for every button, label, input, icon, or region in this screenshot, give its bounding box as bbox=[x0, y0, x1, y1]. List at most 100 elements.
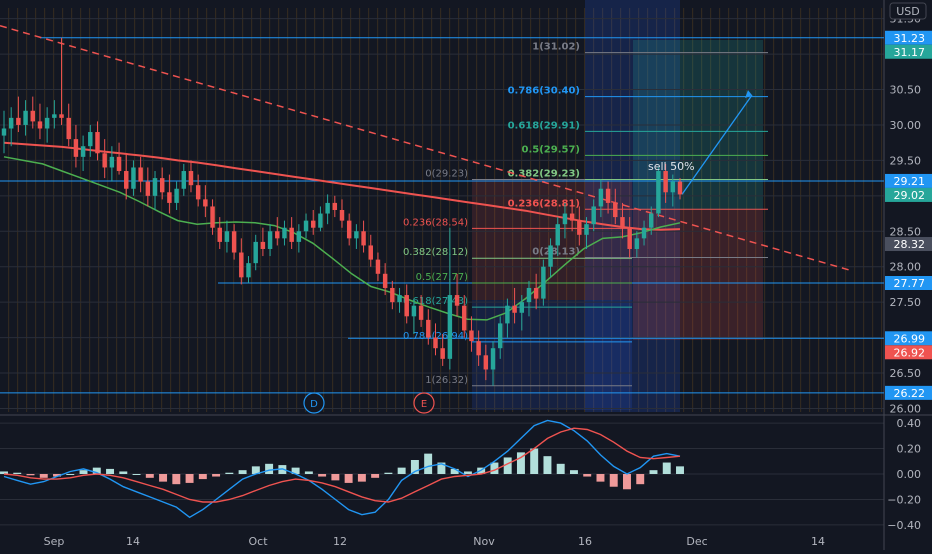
annotations: sell 50% D E bbox=[303, 160, 695, 414]
candle-body bbox=[541, 266, 546, 299]
time-tick-label: 16 bbox=[578, 535, 592, 548]
candle-body bbox=[296, 231, 302, 242]
price-tick-label: 28.50 bbox=[890, 225, 922, 238]
fib-left-label: 0.236(28.54) bbox=[403, 217, 468, 228]
candle-body bbox=[548, 245, 553, 267]
price-tag: 29.02 bbox=[885, 187, 932, 202]
candle-body bbox=[109, 156, 115, 168]
signal-line bbox=[3, 427, 681, 503]
price-tag: 26.99 bbox=[885, 331, 932, 346]
candle-body bbox=[512, 305, 517, 313]
session-stripe bbox=[647, 8, 649, 412]
session-stripe bbox=[575, 8, 577, 412]
candle-body bbox=[246, 263, 251, 278]
candle-body bbox=[210, 206, 215, 228]
session-stripe bbox=[71, 8, 73, 412]
price-tag: 27.77 bbox=[885, 276, 932, 291]
pattern-marker: D bbox=[303, 392, 325, 414]
candle-body bbox=[526, 287, 532, 303]
candle-body bbox=[30, 110, 35, 122]
macd-histogram-bar bbox=[13, 472, 22, 474]
candle-body bbox=[483, 355, 489, 370]
macd-histogram-bar bbox=[450, 468, 459, 474]
macd-tick-label: 0.00 bbox=[897, 468, 922, 481]
sell-annotation: sell 50% bbox=[648, 160, 695, 173]
macd-histogram-bar bbox=[649, 470, 658, 474]
candle-body bbox=[66, 117, 71, 140]
session-stripe bbox=[287, 8, 289, 412]
session-stripe bbox=[665, 8, 667, 412]
slow-moving-average bbox=[3, 141, 681, 231]
price-tick-label: 26.00 bbox=[890, 402, 922, 415]
candle-body bbox=[447, 295, 453, 359]
price-tick-label: 30.50 bbox=[890, 84, 922, 97]
session-stripe bbox=[107, 8, 109, 412]
candle-body bbox=[598, 188, 604, 207]
candle-body bbox=[469, 330, 474, 342]
session-stripe bbox=[296, 8, 298, 412]
candle-body bbox=[275, 231, 280, 239]
macd-histogram-bar bbox=[53, 474, 61, 477]
candle-body bbox=[318, 213, 323, 228]
price-tag-box bbox=[885, 276, 932, 291]
currency-badge[interactable]: USD bbox=[889, 2, 927, 20]
macd-histogram-bar bbox=[543, 456, 552, 474]
candle-body bbox=[354, 231, 359, 239]
session-stripe bbox=[737, 8, 739, 412]
candle-body bbox=[16, 117, 21, 125]
candle-body bbox=[663, 171, 668, 193]
macd-histogram-bar bbox=[198, 474, 207, 480]
pattern-marker-label: D bbox=[310, 399, 318, 410]
fibonacci-levels: 0(29.23) 0.236(28.54) 0.382(28.12) 0.5(27.7… bbox=[403, 42, 768, 387]
session-stripe bbox=[377, 8, 379, 412]
candle-body bbox=[454, 295, 460, 306]
candle-body bbox=[231, 231, 237, 253]
session-stripe bbox=[449, 8, 451, 412]
fib-left-label: 0.5(27.77) bbox=[416, 272, 468, 283]
fib-left-label: 0.382(28.12) bbox=[403, 247, 468, 258]
macd-histogram-bar bbox=[569, 470, 578, 474]
time-axis: Sep 14 Oct 12 Nov 16 Dec 14 bbox=[44, 535, 825, 548]
currency-label: USD bbox=[896, 5, 920, 18]
candle-body bbox=[584, 224, 589, 235]
price-tag-box bbox=[885, 30, 932, 45]
session-stripe bbox=[188, 8, 190, 412]
candle-body bbox=[418, 305, 424, 320]
pattern-marker-circle bbox=[413, 392, 435, 414]
session-stripe bbox=[314, 8, 316, 412]
session-stripe bbox=[674, 8, 676, 412]
session-stripe bbox=[728, 8, 730, 412]
macd-histogram-bar bbox=[145, 474, 154, 478]
price-tag: 31.17 bbox=[885, 44, 932, 59]
candle-body bbox=[440, 348, 445, 359]
candle-body bbox=[267, 231, 273, 249]
session-stripe bbox=[791, 8, 793, 412]
session-stripe bbox=[620, 8, 622, 412]
session-stripe bbox=[170, 8, 172, 412]
time-tick-label: 14 bbox=[811, 535, 825, 548]
session-stripe bbox=[269, 8, 271, 412]
time-tick-label: Oct bbox=[248, 535, 268, 548]
candle-body bbox=[677, 181, 683, 195]
session-stripe bbox=[116, 8, 118, 412]
candle-body bbox=[620, 217, 625, 228]
session-stripe bbox=[881, 8, 883, 412]
session-stripe bbox=[233, 8, 235, 412]
candle-body bbox=[656, 171, 661, 214]
price-tag-label: 26.99 bbox=[894, 332, 926, 345]
pattern-marker-circle bbox=[303, 392, 325, 414]
session-stripe bbox=[764, 8, 766, 412]
session-stripe bbox=[35, 8, 37, 412]
price-tag-label: 31.17 bbox=[894, 46, 926, 59]
session-stripe bbox=[251, 8, 253, 412]
macd-histogram-bar bbox=[26, 474, 35, 476]
price-tick-label: 26.50 bbox=[890, 367, 922, 380]
session-stripe bbox=[98, 8, 100, 412]
candle-body bbox=[375, 259, 381, 274]
session-stripe bbox=[458, 8, 460, 412]
macd-histogram-bar bbox=[344, 474, 353, 483]
session-stripe bbox=[863, 8, 865, 412]
projection-arrowhead bbox=[745, 90, 752, 99]
session-stripe bbox=[242, 8, 244, 412]
